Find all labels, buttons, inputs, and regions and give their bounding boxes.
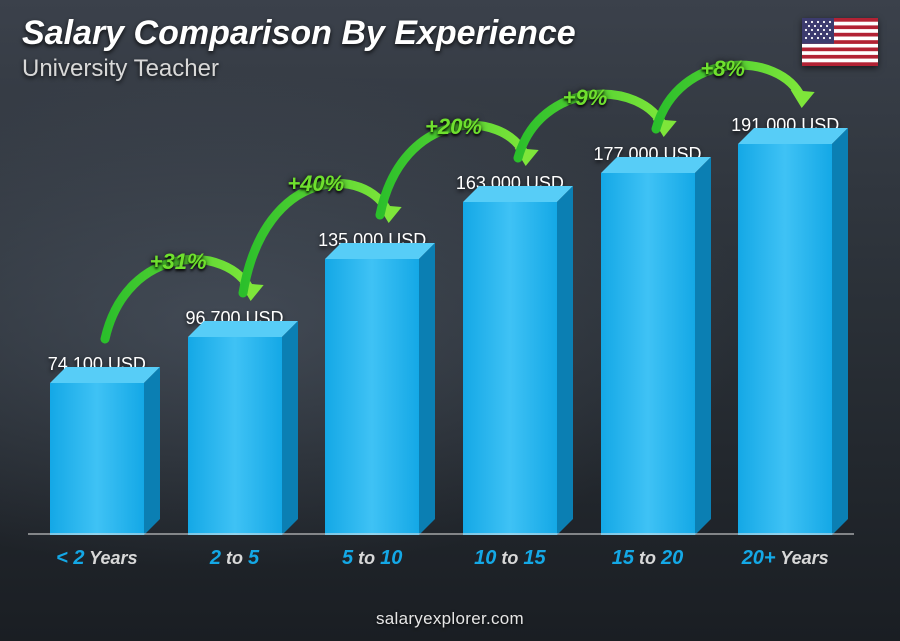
header-block: Salary Comparison By Experience Universi… <box>22 14 576 83</box>
category-label: 10 to 15 <box>441 535 579 577</box>
chart-title: Salary Comparison By Experience <box>22 14 576 53</box>
category-row: < 2 Years2 to 55 to 1010 to 1515 to 2020… <box>28 533 854 577</box>
category-label: 2 to 5 <box>166 535 304 577</box>
increase-label: +31% <box>150 249 207 275</box>
increase-arc: +40% <box>213 145 419 323</box>
increase-arc: +20% <box>350 88 556 245</box>
increase-label: +40% <box>287 171 344 197</box>
country-flag-icon <box>802 18 878 66</box>
chart-area: 74,100 USD96,700 USD135,000 USD163,000 U… <box>28 90 854 577</box>
category-label: < 2 Years <box>28 535 166 577</box>
chart-subtitle: University Teacher <box>22 55 576 83</box>
source-footer: salaryexplorer.com <box>0 609 900 629</box>
category-label: 5 to 10 <box>303 535 441 577</box>
increase-label: +9% <box>563 85 608 111</box>
increase-label: +8% <box>700 56 745 82</box>
category-label: 15 to 20 <box>579 535 717 577</box>
increase-arc: +8% <box>626 30 832 159</box>
chart-canvas: Salary Comparison By Experience Universi… <box>0 0 900 641</box>
arcs-layer: +31%+40%+20%+9%+8% <box>28 90 854 535</box>
category-label: 20+ Years <box>716 535 854 577</box>
increase-label: +20% <box>425 114 482 140</box>
increase-arc: +31% <box>75 223 281 369</box>
